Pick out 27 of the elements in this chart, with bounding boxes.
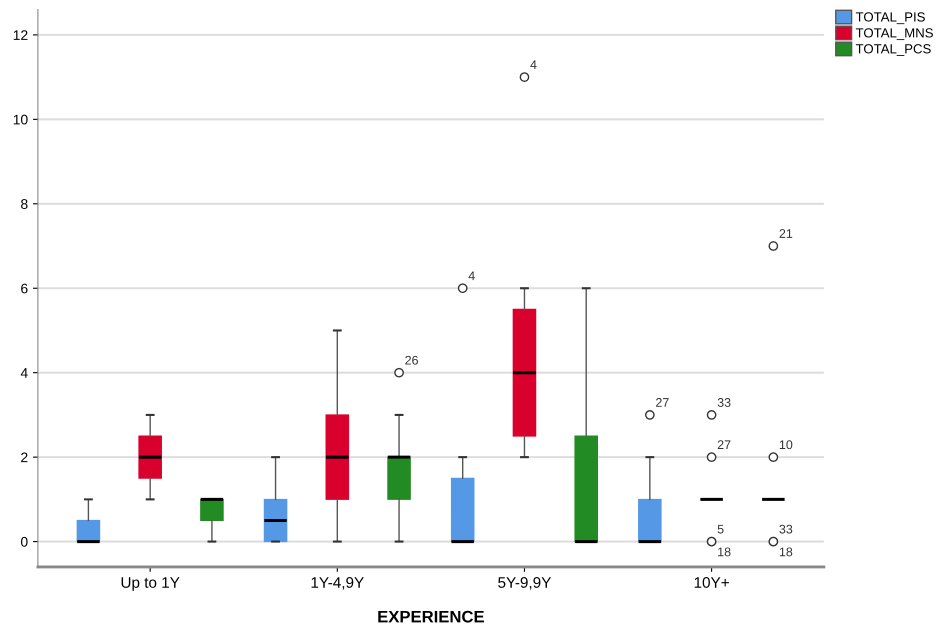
x-tick-label: 10Y+: [694, 577, 729, 588]
y-tick-label: 2: [21, 452, 28, 462]
y-tick-label: 12: [14, 30, 28, 40]
y-tick-label: 10: [14, 114, 28, 125]
annotation: 18: [780, 547, 792, 556]
annotation: 26: [405, 356, 418, 365]
x-tick-label: Up to 1Y: [122, 577, 180, 591]
annotation: 5: [718, 524, 724, 534]
legend-label: TOTAL_PCS: [856, 44, 931, 56]
y-tick-label: 4: [20, 368, 28, 378]
legend-label: TOTAL_PIS: [856, 12, 925, 24]
annotation: 33: [779, 524, 792, 534]
annotation: 4: [530, 60, 537, 69]
annotation: 18: [718, 547, 731, 556]
annotation: 21: [780, 229, 792, 238]
annotation: 27: [718, 440, 730, 449]
y-tick-label: 6: [21, 284, 28, 294]
annotation: 27: [656, 398, 669, 407]
y-tick-label: 8: [21, 199, 28, 209]
legend-label: TOTAL_MNS: [856, 28, 933, 40]
x-tick-label: 1Y-4,9Y: [312, 577, 364, 590]
annotation: 33: [718, 398, 731, 407]
x-axis-title: EXPERIENCE: [378, 610, 484, 623]
x-tick-label: 5Y-9,9Y: [498, 577, 552, 590]
annotation: 10: [780, 440, 792, 450]
y-tick-label: 0: [20, 536, 28, 547]
annotation: 4: [468, 271, 475, 280]
